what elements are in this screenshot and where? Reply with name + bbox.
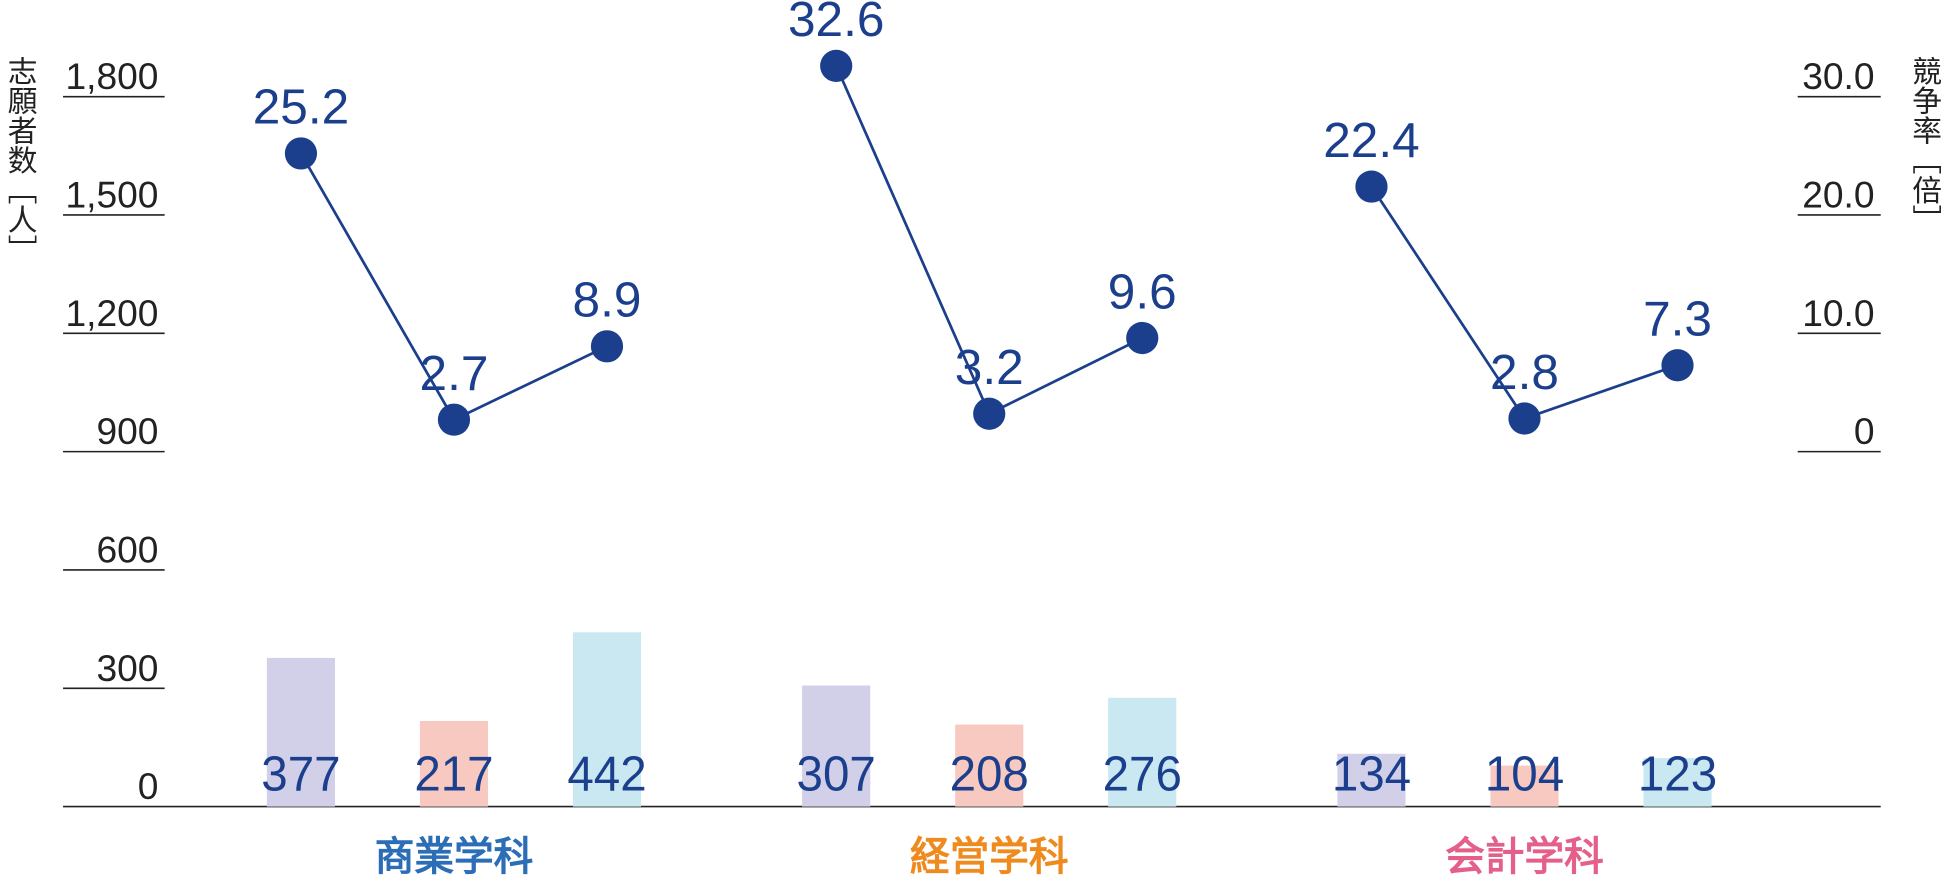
bar	[572, 632, 642, 807]
bar-label: 442	[567, 746, 646, 802]
group-label: 経営学科	[910, 835, 1068, 876]
bar-label: 134	[1332, 746, 1411, 802]
y2-tick-label: 10.0	[1802, 292, 1874, 334]
rate-label: 2.8	[1490, 344, 1559, 400]
bar	[419, 721, 489, 807]
rate-point	[590, 330, 624, 363]
rate-label: 32.6	[788, 0, 884, 47]
y-tick-label: 1,200	[65, 292, 158, 334]
bar	[1490, 765, 1559, 807]
y2-tick-label: 20.0	[1802, 174, 1874, 216]
group-label: 商業学科	[375, 835, 533, 876]
rate-label: 7.3	[1643, 291, 1712, 347]
bar-label: 307	[797, 746, 876, 802]
bar-label: 104	[1485, 746, 1564, 802]
group-label: 会計学科	[1445, 835, 1604, 876]
y2-tick-label: 0	[1854, 410, 1875, 452]
bar-label: 377	[261, 746, 340, 802]
y-tick-label: 1,800	[65, 55, 158, 97]
rate-label: 8.9	[573, 272, 642, 328]
bar	[1337, 753, 1406, 807]
bar-label: 217	[414, 746, 493, 802]
rate-label: 2.7	[420, 345, 489, 401]
bar	[1108, 697, 1177, 807]
bar-label: 276	[1103, 746, 1182, 802]
rate-label: 3.2	[955, 339, 1024, 395]
rate-label: 9.6	[1108, 263, 1177, 319]
rate-point	[437, 403, 471, 436]
rate-point	[1355, 170, 1388, 203]
bar	[955, 724, 1024, 807]
rate-point	[1661, 349, 1694, 382]
y-tick-label: 600	[96, 529, 158, 571]
rate-point	[1508, 402, 1541, 435]
bar	[266, 657, 336, 807]
rate-point	[973, 397, 1006, 430]
rate-label: 22.4	[1323, 112, 1419, 168]
bar	[1643, 758, 1712, 807]
bar-label: 208	[950, 746, 1029, 802]
rate-point	[284, 137, 318, 170]
bar-label: 123	[1638, 746, 1717, 802]
y-tick-label: 300	[96, 647, 158, 689]
y-axis-label: 志願者数［人］	[3, 56, 37, 264]
y-tick-label: 900	[96, 410, 158, 452]
rate-point	[820, 49, 853, 82]
y2-tick-label: 30.0	[1802, 55, 1874, 97]
y-tick-label: 0	[138, 765, 159, 807]
bar	[802, 685, 871, 807]
rate-label: 25.2	[253, 79, 349, 135]
rate-point	[1126, 321, 1159, 355]
y-tick-label: 1,500	[65, 174, 158, 216]
y2-axis-label: 競争率［倍］	[1908, 56, 1942, 234]
